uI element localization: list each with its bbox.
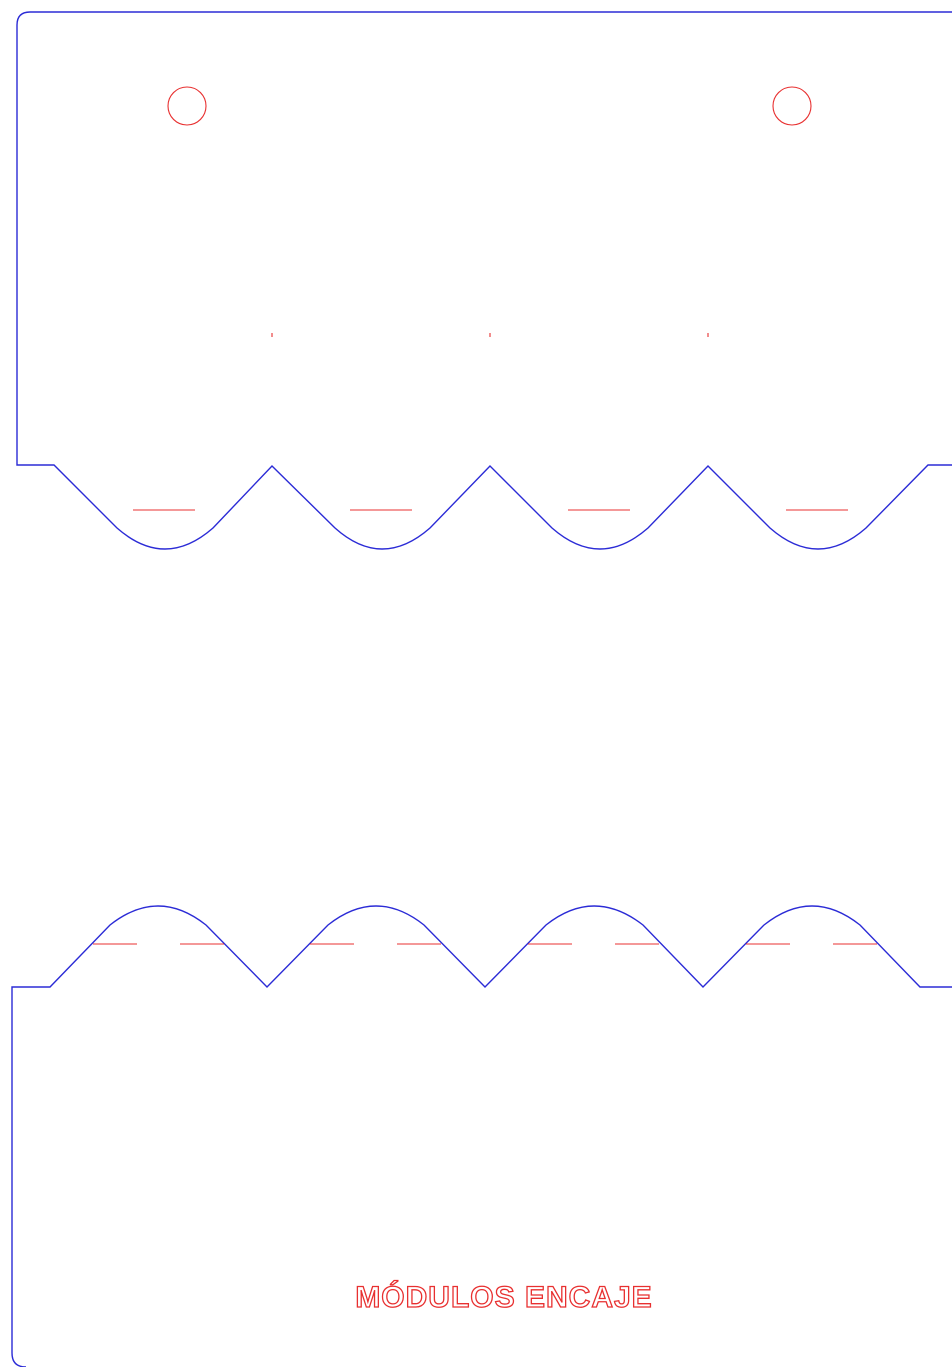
bottom-module-outline xyxy=(11,905,952,1367)
top-module-outline xyxy=(16,11,952,550)
hang-hole-left xyxy=(167,86,207,126)
hang-hole-right xyxy=(772,86,812,126)
template-title: MÓDULOS ENCAJE xyxy=(355,1280,652,1314)
